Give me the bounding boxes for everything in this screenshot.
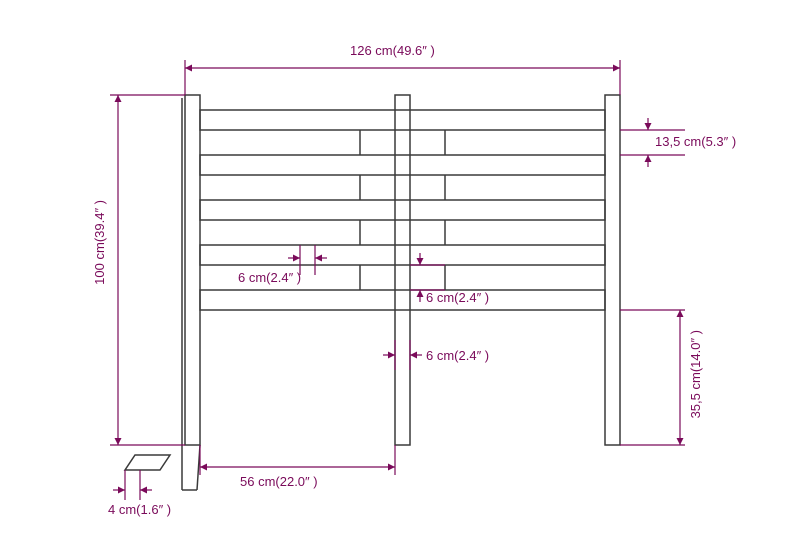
diagram-svg [0, 0, 800, 533]
dim-slat-thickness: 6 cm(2.4″ ) [238, 270, 301, 285]
dim-post-vertical: 6 cm(2.4″ ) [426, 290, 489, 305]
dim-half-span: 56 cm(22.0″ ) [240, 474, 318, 489]
dim-overall-width: 126 cm(49.6″ ) [350, 43, 435, 58]
dim-center-post: 6 cm(2.4″ ) [426, 348, 489, 363]
dim-overall-height: 100 cm(39.4″ ) [92, 200, 107, 285]
dim-slat-gap: 13,5 cm(5.3″ ) [655, 134, 736, 149]
dim-depth: 4 cm(1.6″ ) [108, 502, 171, 517]
dimension-diagram: 126 cm(49.6″ ) 100 cm(39.4″ ) 13,5 cm(5.… [0, 0, 800, 533]
dim-leg-clearance: 35,5 cm(14.0″ ) [688, 330, 703, 418]
